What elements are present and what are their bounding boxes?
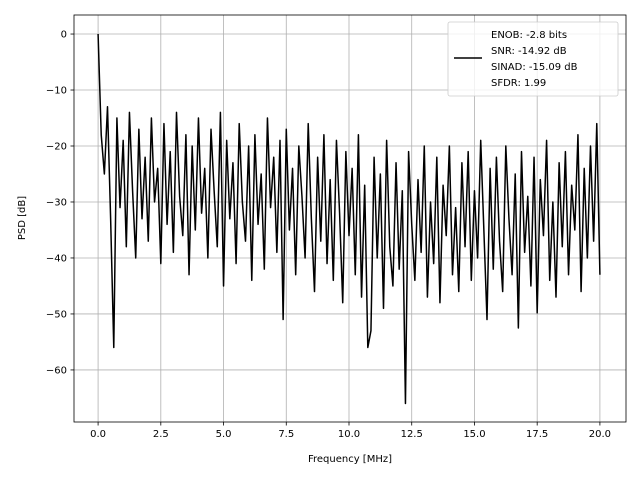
psd-series-line [97,34,601,405]
x-tick-label: 12.5 [401,429,423,440]
legend-sinad: SINAD: -15.09 dB [491,62,578,73]
legend-enob: ENOB: -2.8 bits [491,30,567,41]
x-tick-label: 20.0 [589,429,611,440]
axes-frame [73,14,627,423]
x-axis-label: Frequency [MHz] [308,454,392,465]
ticks: 0.0 2.5 5.0 7.5 10.0 12.5 15.0 17.5 20.0 0 −10 −20 −… [46,30,611,440]
x-tick-label: 7.5 [278,429,294,440]
y-tick-label: −40 [46,253,67,264]
x-tick-label: 17.5 [526,429,548,440]
y-axis-label: PSD [dB] [17,196,28,240]
y-tick-label: 0 [61,30,67,41]
x-tick-label: 5.0 [216,429,232,440]
legend: ENOB: -2.8 bits SNR: -14.92 dB SINAD: -1… [447,21,619,97]
y-tick-label: −30 [46,197,67,208]
y-tick-label: −20 [46,142,67,153]
legend-snr: SNR: -14.92 dB [491,46,567,57]
y-tick-label: −10 [46,86,67,97]
x-tick-label: 15.0 [463,429,485,440]
x-tick-label: 10.0 [338,429,360,440]
plot-area [97,34,601,405]
legend-box [447,21,619,97]
x-tick-label: 2.5 [153,429,169,440]
y-tick-label: −50 [46,309,67,320]
y-tick-label: −60 [46,365,67,376]
x-tick-label: 0.0 [90,429,106,440]
legend-sfdr: SFDR: 1.99 [491,78,546,89]
